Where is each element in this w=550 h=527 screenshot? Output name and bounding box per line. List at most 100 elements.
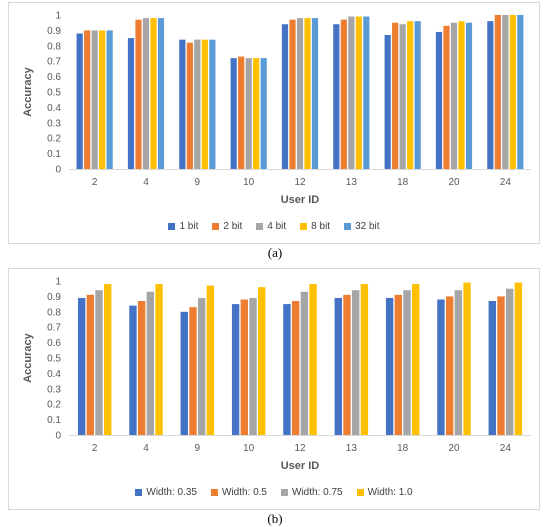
bar-a <box>399 24 406 169</box>
bar-a <box>384 35 391 169</box>
bar-b <box>334 297 342 435</box>
bar-a <box>465 22 473 170</box>
bar-a <box>333 24 340 169</box>
bar-a <box>414 21 421 169</box>
y-tick-label: 1 <box>55 11 61 22</box>
bar-a <box>194 39 201 169</box>
bar-b <box>197 297 206 435</box>
bar-a <box>296 18 304 169</box>
legend-item: 1 bit <box>168 221 198 232</box>
y-tick-label: 0.9 <box>47 26 61 37</box>
bar-b <box>351 290 360 435</box>
x-tick-label: 13 <box>346 177 358 188</box>
x-tick-label: 2 <box>92 443 98 454</box>
caption-b: (b) <box>267 511 283 526</box>
legend-item: 32 bit <box>344 221 380 232</box>
bar-a <box>363 16 370 169</box>
bar-b <box>497 296 505 435</box>
bar-a <box>91 30 98 170</box>
bar-b <box>86 294 95 435</box>
legend-item: Width: 0.5 <box>210 487 267 498</box>
bar-b <box>258 287 266 435</box>
x-tick-label: 2 <box>92 177 98 188</box>
legend-item: Width: 0.35 <box>135 487 197 498</box>
bar-a <box>435 31 443 169</box>
legend-swatch <box>168 223 176 230</box>
bar-a <box>458 21 465 169</box>
x-axis-title: User ID <box>281 460 320 472</box>
legend-swatch <box>281 489 288 496</box>
legend-label: Width: 0.35 <box>146 487 197 498</box>
x-tick-label: 12 <box>294 443 306 454</box>
legend-label: Width: 0.5 <box>221 487 267 498</box>
bar-a <box>340 19 347 170</box>
bar-a <box>238 56 245 169</box>
x-tick-label: 24 <box>500 177 512 188</box>
legend-b: Width: 0.35 Width: 0.5 Width: 0.75 Width: 1… <box>9 487 539 498</box>
y-tick-label: 0 <box>55 165 61 176</box>
y-tick-label: 0.5 <box>47 354 61 365</box>
bar-b <box>240 299 249 435</box>
bar-b <box>445 296 454 435</box>
bar-a <box>230 58 237 170</box>
x-tick-label: 10 <box>243 443 255 454</box>
bar-a <box>99 30 106 170</box>
bar-b <box>403 290 411 435</box>
bar-a <box>304 18 311 169</box>
legend-label: 2 bit <box>223 221 243 232</box>
y-tick-label: 0.7 <box>47 57 61 68</box>
legend-item: 4 bit <box>256 221 286 232</box>
bar-a <box>355 16 362 169</box>
legend-swatch <box>210 489 218 496</box>
bar-a <box>127 38 135 169</box>
chart-panel-b: 0 0.1 0.2 0.3 0.4 0.5 0.6 0.7 0.8 0.9 1 2 4 9 10 12 13 18… <box>8 268 540 510</box>
y-tick-label: 0.5 <box>47 88 61 99</box>
bar-b <box>385 297 394 435</box>
y-axis-title: Accuracy <box>22 66 34 116</box>
y-tick-label: 0.6 <box>47 72 61 83</box>
bar-a <box>157 18 165 169</box>
bar-b <box>283 304 291 435</box>
legend-swatch <box>135 489 143 496</box>
y-tick-label: 0.3 <box>47 384 61 395</box>
legend-item: Width: 1.0 <box>356 487 413 498</box>
bar-a <box>135 19 142 170</box>
bar-a <box>179 39 186 169</box>
bar-b <box>514 282 523 435</box>
bar-b <box>291 301 300 435</box>
bar-a <box>407 21 414 169</box>
bar-a <box>209 39 216 169</box>
legend-swatch <box>300 223 308 230</box>
legend-label: Width: 0.75 <box>292 487 343 498</box>
caption-a: (a) <box>267 245 283 260</box>
bar-a <box>392 22 399 170</box>
x-tick-label: 9 <box>195 443 201 454</box>
y-tick-label: 0.7 <box>47 323 61 334</box>
x-tick-label: 18 <box>397 443 409 454</box>
bar-a <box>487 21 494 169</box>
bar-a <box>106 30 113 170</box>
bar-a <box>245 58 252 170</box>
bar-a <box>502 15 509 169</box>
bar-b <box>309 284 317 435</box>
bar-b <box>463 282 471 435</box>
bar-b <box>206 285 215 435</box>
x-tick-label: 20 <box>448 443 460 454</box>
bar-b <box>505 288 514 435</box>
y-tick-label: 0.4 <box>47 103 61 114</box>
x-tick-label: 18 <box>397 177 409 188</box>
bar-b <box>77 297 86 435</box>
legend-swatch <box>344 223 352 230</box>
y-tick-label: 0.1 <box>47 149 61 160</box>
y-tick-label: 0.9 <box>47 292 61 303</box>
y-tick-label: 0.4 <box>47 369 61 380</box>
bar-a <box>150 18 157 169</box>
bar-a <box>201 39 208 169</box>
y-tick-label: 0.6 <box>47 338 61 349</box>
legend-a: 1 bit 2 bit 4 bit 8 bit 32 bit <box>9 221 539 232</box>
x-axis-title: User ID <box>281 194 320 206</box>
bar-b <box>488 301 496 435</box>
legend-label: 8 bit <box>311 221 331 232</box>
bar-b <box>155 284 163 435</box>
bar-b <box>249 297 257 435</box>
